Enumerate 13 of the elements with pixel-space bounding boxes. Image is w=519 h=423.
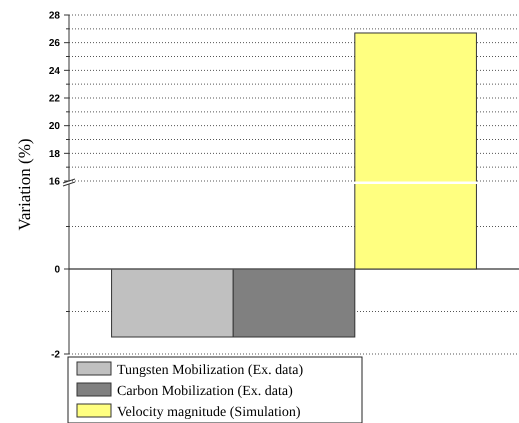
y-tick-label: 22	[48, 94, 60, 104]
y-tick-label: -2	[51, 350, 60, 360]
y-tick-label: 28	[48, 10, 60, 22]
y-tick-label: 0	[54, 264, 60, 276]
y-tick-label: 24	[48, 66, 60, 77]
y-tick-label: 20	[48, 121, 60, 132]
legend-label: Tungsten Mobilization (Ex. data)	[117, 362, 304, 378]
y-axis-title: Variation (%)	[15, 138, 34, 231]
y-tick-label: 26	[48, 38, 60, 50]
y-tick-label: 18	[48, 148, 60, 160]
legend-label: Velocity magnitude (Simulation)	[117, 404, 301, 420]
legend-label: Carbon Mobilization (Ex. data)	[117, 384, 294, 399]
y-tick-label: 16	[48, 176, 60, 188]
